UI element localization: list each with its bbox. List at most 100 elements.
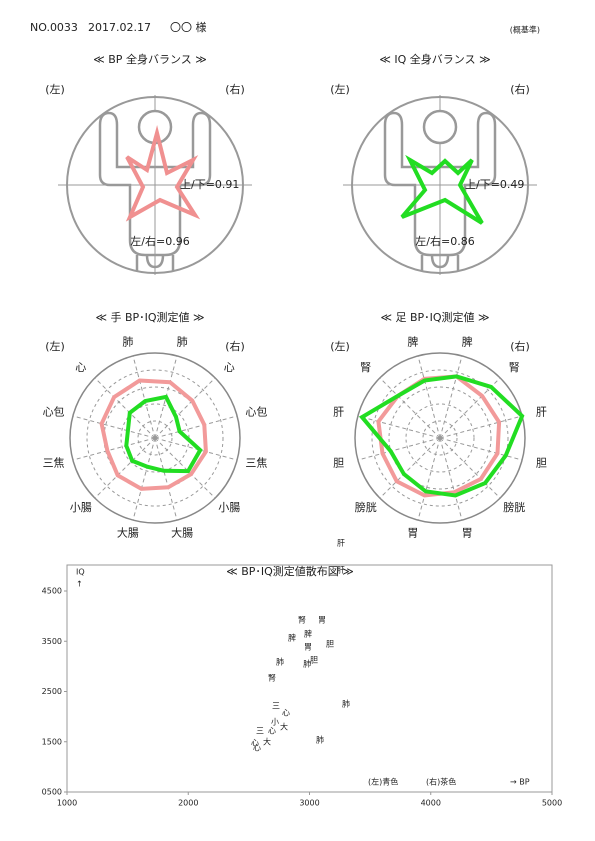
radar-spoke xyxy=(154,415,238,439)
body-figure xyxy=(383,109,497,271)
axis-label: 胆 xyxy=(333,457,344,470)
point-label: 心 xyxy=(251,739,259,748)
point-label: 肺 xyxy=(316,735,324,744)
axis-label: 胆 xyxy=(536,457,547,470)
point-label: 大 xyxy=(263,737,271,747)
axis-label: 心包 xyxy=(43,405,65,418)
axis-label: 肝 xyxy=(536,405,547,418)
axis-label: 小腸 xyxy=(218,501,240,514)
radar-spoke xyxy=(94,377,156,439)
radar-spoke xyxy=(72,437,156,461)
y-tick-label: 3500 xyxy=(42,637,62,646)
radar-series xyxy=(376,374,502,498)
y-axis-label: IQ xyxy=(76,568,85,577)
point-label: 胃 xyxy=(304,642,312,651)
right-label: (右) xyxy=(225,82,245,96)
axis-label: 三焦 xyxy=(43,457,65,470)
axis-label: 心 xyxy=(75,361,86,374)
axis-label: 肺 xyxy=(122,335,133,348)
axis-label: 心包 xyxy=(245,405,267,418)
axis-label: 脾 xyxy=(407,334,418,348)
point-label: 腎 xyxy=(268,673,276,682)
x-axis-label: → BP xyxy=(510,778,530,787)
point-label: 大 xyxy=(280,722,288,732)
x-tick-label: 1000 xyxy=(57,799,77,808)
y-tick-label: 4500 xyxy=(42,587,62,596)
axis-label: 脾 xyxy=(462,334,473,348)
point-label: 心 xyxy=(268,726,276,735)
balance-star xyxy=(400,154,484,225)
standard-note: (概基準) xyxy=(510,25,540,35)
point-label: 脾 xyxy=(304,629,312,639)
radar-series xyxy=(99,378,208,491)
x-tick-label: 2000 xyxy=(178,799,198,808)
point-label: 胃 xyxy=(318,615,326,624)
right-label: (右) xyxy=(510,82,530,96)
radar-spoke xyxy=(154,437,178,521)
axis-label: 小腸 xyxy=(70,501,92,514)
y-tick-label: 1500 xyxy=(42,737,62,746)
axis-label: 三焦 xyxy=(245,457,267,470)
x-tick-label: 3000 xyxy=(299,799,319,808)
point-label: 心 xyxy=(253,743,261,752)
radar-ring xyxy=(405,403,475,473)
point-label: 肝 xyxy=(337,539,345,548)
chart-title: ≪ BP･IQ測定値散布図 ≫ xyxy=(226,564,354,578)
point-label: 胆 xyxy=(310,655,318,664)
axis-label: 胃 xyxy=(462,527,473,540)
panel-title: ≪ 手 BP･IQ測定値 ≫ xyxy=(95,310,204,324)
y-tick-label: 0500 xyxy=(42,788,62,797)
radar-spoke xyxy=(439,437,501,499)
radar-spoke xyxy=(357,437,441,461)
point-label: 三 xyxy=(272,702,280,711)
point-label: 肺 xyxy=(276,658,284,667)
patient-name: 〇〇 様 xyxy=(170,20,207,34)
record-number: NO.0033 xyxy=(30,21,78,34)
left-label: (左) xyxy=(45,83,65,96)
point-label: 三 xyxy=(256,726,264,735)
point-label: 脾 xyxy=(288,632,296,642)
panel-title: ≪ IQ 全身バランス ≫ xyxy=(379,52,490,66)
radar-spoke xyxy=(132,355,156,439)
figure-body xyxy=(383,111,497,271)
x-tick-label: 4000 xyxy=(421,799,441,808)
axis-label: 膀胱 xyxy=(503,500,525,514)
radar-spoke xyxy=(417,437,441,521)
axis-label: 大腸 xyxy=(117,526,139,540)
right-label: (右) xyxy=(510,339,530,353)
body-figure xyxy=(98,109,212,271)
legend-entry: (左)青色 xyxy=(368,777,398,787)
y-tick-label: 2500 xyxy=(42,687,62,696)
radar-spoke xyxy=(132,437,156,521)
balance-star xyxy=(125,125,201,222)
record-date: 2017.02.17 xyxy=(88,21,151,34)
axis-label: 胃 xyxy=(407,527,418,540)
radar-spoke xyxy=(417,355,441,439)
point-label: 肺 xyxy=(342,700,350,709)
axis-label: 肝 xyxy=(333,405,344,418)
ratio-updown: 上/下=0.49 xyxy=(465,178,524,191)
ratio-updown: 上/下=0.91 xyxy=(180,178,239,191)
radar-outline xyxy=(69,352,241,524)
point-label: 小 xyxy=(271,718,279,727)
radar-ring xyxy=(388,386,492,490)
ratio-leftright: 左/右=0.86 xyxy=(415,234,474,248)
plot-frame xyxy=(66,564,553,793)
radar-ring xyxy=(137,420,173,456)
axis-label: 腎 xyxy=(509,361,520,374)
radar-spoke xyxy=(154,437,216,499)
point-label: 肝 xyxy=(337,565,345,574)
figure-body xyxy=(98,111,212,271)
axis-label: 膀胱 xyxy=(355,500,377,514)
radar-spoke xyxy=(439,437,523,461)
radar-spoke xyxy=(439,437,463,521)
left-label: (左) xyxy=(330,340,350,353)
radar-ring xyxy=(422,420,458,456)
x-tick-label: 5000 xyxy=(542,799,562,808)
radar-series xyxy=(358,374,525,498)
point-label: 肺 xyxy=(303,660,311,669)
panel-title: ≪ BP 全身バランス ≫ xyxy=(93,52,206,66)
radar-spoke xyxy=(439,415,523,439)
axis-label: 肺 xyxy=(177,335,188,348)
